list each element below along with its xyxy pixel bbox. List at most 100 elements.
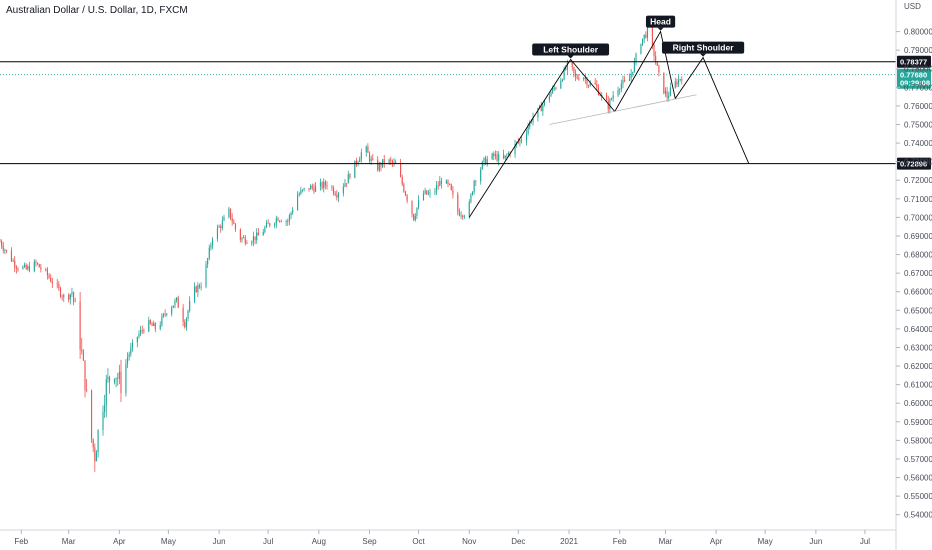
candle-body [566,62,568,70]
candle-body [35,261,37,263]
time-axis: Feb Mar Apr May Jun Jul Aug Sep Oct Nov Dec 2021 Feb… [0,529,896,546]
candle-body [606,94,608,101]
candle-body [125,363,127,394]
price-tick-label: 0.77000 [904,83,932,92]
candle-body [354,160,356,179]
candle-body [578,78,580,80]
candle-body [422,193,425,201]
candle-body [553,87,555,89]
candle-body [334,193,336,196]
candle-body [543,100,546,105]
time-tick-label: Feb [613,537,627,546]
candle-body [548,96,550,101]
candle-body [346,183,348,185]
candle-body [483,157,485,162]
candle-body [63,294,65,298]
candle-body [153,323,155,326]
candle-body [344,183,346,187]
candle-body [437,185,439,187]
candle-body [610,98,613,100]
level-price-tag [897,55,931,68]
candle-body [496,154,498,161]
candle-body [449,183,451,185]
price-tick-label: 0.71000 [904,195,932,204]
candle-body [46,269,48,276]
price-tick-label: 0.67000 [904,269,932,278]
candle-body [504,155,506,159]
candle-body [481,161,483,170]
candle-body [525,133,528,141]
candle-body [151,323,153,326]
candle-body [391,160,393,163]
candle-body [311,185,313,188]
candle-body [463,216,465,218]
price-tick-label: 0.66000 [904,288,932,297]
candle-body [243,237,245,239]
candle-body [40,267,42,270]
candle-body [527,127,529,134]
candle-body [607,100,609,110]
candle-body [314,185,317,192]
candle-body [424,190,426,194]
candle-body [586,78,588,86]
candle-body [666,91,668,98]
candle-body [220,226,222,229]
candle-body [646,27,649,38]
candle-body [300,190,302,194]
candle-body [380,163,382,167]
candle-body [653,44,655,56]
candle-body [617,90,619,96]
candle-body [149,320,151,324]
candle-body [195,286,197,293]
candle-body [22,266,24,269]
candle-body [633,60,635,72]
candle-body [5,250,8,251]
candle-body [565,68,567,70]
candle-body [115,377,117,380]
candle-body [368,152,371,162]
candle-body [308,187,310,190]
candle-body [94,447,96,462]
candle-body [411,200,413,214]
candle-body [130,347,132,355]
candle-body [628,78,631,82]
candle-body [205,264,207,287]
candle-body [161,316,163,325]
candle-body [331,186,333,188]
candle-body [452,189,454,195]
candle-body [563,68,565,80]
candle-body [102,411,104,431]
candle-body [0,241,1,243]
candle-body [640,44,642,54]
candle-body [426,190,428,195]
candle-body [221,220,223,229]
candle-body [635,53,637,61]
candle-body [359,159,361,162]
candle-body [655,55,657,62]
price-tick-label: 0.56000 [904,474,932,483]
candle-body [468,201,470,217]
candle-body [193,286,196,302]
candle-body [104,404,106,412]
candle-body [594,82,596,85]
candle-body [4,250,6,251]
current-price-label: 0.77680 [900,71,927,80]
candle-body [279,220,281,222]
candle-body [342,186,344,194]
time-tick-label: Dec [511,537,525,546]
candle-body [172,305,174,308]
candle-body [251,241,253,244]
candle-body [23,264,26,267]
candle-body [632,71,634,74]
candle-body [323,181,325,189]
time-tick-label: 2021 [560,537,578,546]
candle-body [182,307,184,322]
candle-body [519,140,521,143]
candle-body [664,91,667,94]
candle-body [310,185,312,190]
candle-body [414,215,416,221]
candle-body [601,94,603,96]
candle-body [292,210,294,213]
candle-body [599,94,601,96]
